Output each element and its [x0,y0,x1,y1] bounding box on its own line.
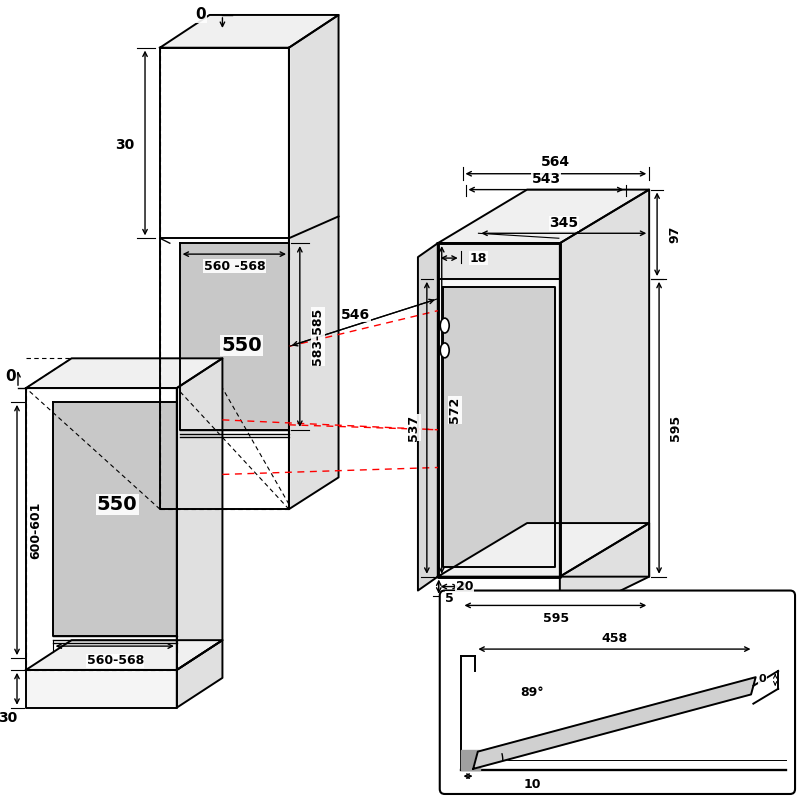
Text: 537: 537 [407,414,421,441]
Text: 97: 97 [669,226,682,243]
Text: 550: 550 [97,494,138,514]
Polygon shape [160,48,289,509]
Text: 30: 30 [0,710,18,725]
Polygon shape [461,750,481,770]
Text: 20: 20 [456,580,474,593]
Text: 560-568: 560-568 [86,654,144,667]
Polygon shape [438,523,649,577]
Ellipse shape [440,318,449,333]
Polygon shape [418,243,438,590]
Ellipse shape [440,343,449,358]
Text: 560 -568: 560 -568 [203,259,265,273]
Text: 30: 30 [115,138,134,152]
Text: 583-585: 583-585 [311,308,324,365]
Polygon shape [180,243,289,430]
Polygon shape [473,677,756,769]
Text: 564: 564 [542,155,570,169]
Polygon shape [26,640,222,670]
Polygon shape [560,523,649,620]
Polygon shape [26,358,222,388]
Polygon shape [289,15,338,509]
Text: 543: 543 [531,172,561,186]
Text: 0: 0 [758,674,766,684]
Text: 600-601: 600-601 [30,502,42,558]
Polygon shape [26,388,177,670]
Polygon shape [442,287,555,566]
Text: 0: 0 [6,369,16,384]
Polygon shape [160,15,338,48]
Polygon shape [438,243,560,577]
Text: 595: 595 [670,414,682,441]
Polygon shape [53,402,177,636]
Text: 345: 345 [550,216,578,230]
Polygon shape [438,190,649,243]
Text: 10: 10 [523,778,541,790]
Polygon shape [560,190,649,577]
Text: 89°: 89° [520,686,544,699]
Text: 550: 550 [221,336,262,355]
Polygon shape [438,243,560,279]
Text: 546: 546 [341,308,370,322]
Polygon shape [177,358,222,670]
FancyBboxPatch shape [440,590,795,794]
Polygon shape [26,670,177,708]
Text: 458: 458 [602,632,627,645]
Text: 572: 572 [448,397,461,423]
Text: 595: 595 [543,612,569,625]
Text: 0: 0 [195,7,206,22]
Text: 18: 18 [470,251,487,265]
Text: 5: 5 [446,592,454,605]
Polygon shape [177,640,222,708]
